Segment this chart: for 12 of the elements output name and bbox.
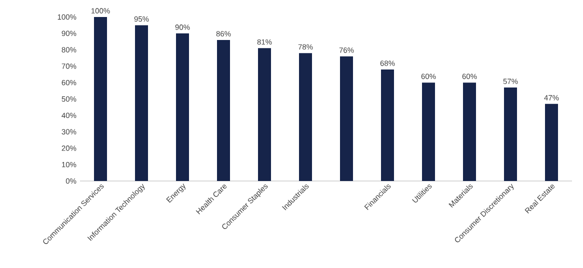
bar (422, 82, 436, 181)
bar (381, 69, 394, 181)
bar (463, 82, 476, 181)
bar (504, 88, 518, 181)
bar (545, 104, 558, 181)
bar (340, 56, 354, 181)
bar (176, 33, 190, 181)
bar (258, 48, 272, 181)
bar (299, 53, 312, 181)
bar (94, 17, 108, 181)
bar (135, 25, 148, 181)
bar (217, 40, 230, 181)
